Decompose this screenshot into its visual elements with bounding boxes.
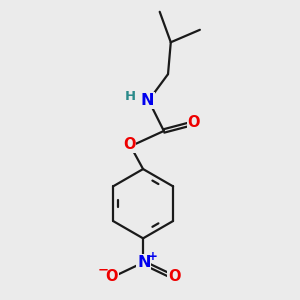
Text: H: H <box>125 90 136 103</box>
Text: N: N <box>140 93 154 108</box>
Text: O: O <box>106 269 118 284</box>
Text: −: − <box>98 263 109 276</box>
Text: N: N <box>137 255 151 270</box>
Text: +: + <box>148 250 158 263</box>
Text: O: O <box>168 269 181 284</box>
Text: O: O <box>188 115 200 130</box>
Text: O: O <box>123 137 136 152</box>
